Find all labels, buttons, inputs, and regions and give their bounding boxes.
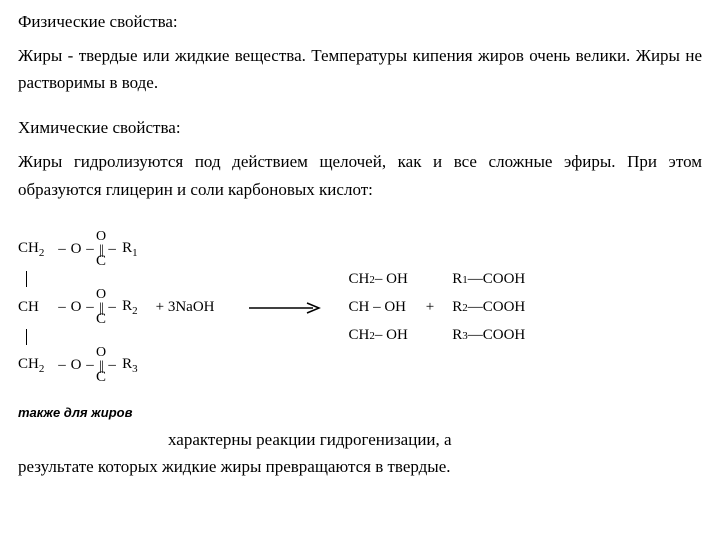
oxygen-atom: O bbox=[68, 241, 84, 258]
acids-product: R1—COOH R2—COOH R3—COOH bbox=[452, 266, 525, 350]
hydrolysis-reaction: CH2 – O – O || C – R1 CH – O – O || C – … bbox=[18, 221, 702, 395]
bond-dash: – bbox=[106, 299, 118, 316]
reaction-arrow-icon bbox=[249, 302, 321, 314]
hydrogenation-text: характерны реакции гидрогенизации, а рез… bbox=[18, 426, 702, 480]
fat-row-3: CH2 – O – O || C – R3 bbox=[18, 337, 138, 395]
fat-row-1: CH2 – O – O || C – R1 bbox=[18, 221, 138, 279]
triglyceride-structure: CH2 – O – O || C – R1 CH – O – O || C – … bbox=[18, 221, 138, 395]
reagent-naoh: + 3NaOH bbox=[156, 299, 215, 316]
bond-dash: – bbox=[106, 241, 118, 258]
bond-dash: – bbox=[106, 357, 118, 374]
handwritten-note: также для жиров bbox=[18, 405, 702, 420]
carbonyl-group: O || C bbox=[96, 346, 106, 385]
plus-sign: + bbox=[426, 299, 434, 316]
chemical-properties-heading: Химические свойства: bbox=[18, 118, 702, 138]
carbonyl-group: O || C bbox=[96, 230, 106, 269]
glycerol-row: CH2 – OH bbox=[349, 266, 408, 294]
oxygen-atom: O bbox=[68, 299, 84, 316]
bond-dash: – bbox=[56, 357, 68, 374]
chemical-properties-body: Жиры гидролизуются под действием щелочей… bbox=[18, 148, 702, 202]
bond-dash: – bbox=[56, 241, 68, 258]
acid-row: R2—COOH bbox=[452, 294, 525, 322]
r-group: R1 bbox=[118, 240, 138, 259]
carbon-backbone: CH2 bbox=[18, 356, 56, 375]
glycerol-row: CH2 – OH bbox=[349, 322, 408, 350]
r-group: R2 bbox=[118, 298, 138, 317]
tail-line-2: результате которых жидкие жиры превращаю… bbox=[18, 457, 451, 476]
physical-properties-body: Жиры - твердые или жидкие вещества. Темп… bbox=[18, 42, 702, 96]
glycerol-row: CH – OH bbox=[349, 294, 408, 322]
bond-dash: – bbox=[84, 357, 96, 374]
bond-dash: – bbox=[84, 241, 96, 258]
physical-properties-heading: Физические свойства: bbox=[18, 12, 702, 32]
acid-row: R1—COOH bbox=[452, 266, 525, 294]
acid-row: R3—COOH bbox=[452, 322, 525, 350]
r-group: R3 bbox=[118, 356, 138, 375]
fat-row-2: CH – O – O || C – R2 bbox=[18, 279, 138, 337]
carbon-backbone: CH2 bbox=[18, 240, 56, 259]
tail-line-1: характерны реакции гидрогенизации, а bbox=[168, 430, 452, 449]
glycerol-product: CH2 – OH CH – OH CH2 – OH bbox=[349, 266, 408, 350]
carbonyl-group: O || C bbox=[96, 288, 106, 327]
bond-dash: – bbox=[56, 299, 68, 316]
bond-dash: – bbox=[84, 299, 96, 316]
oxygen-atom: O bbox=[68, 357, 84, 374]
carbon-backbone: CH bbox=[18, 299, 56, 316]
